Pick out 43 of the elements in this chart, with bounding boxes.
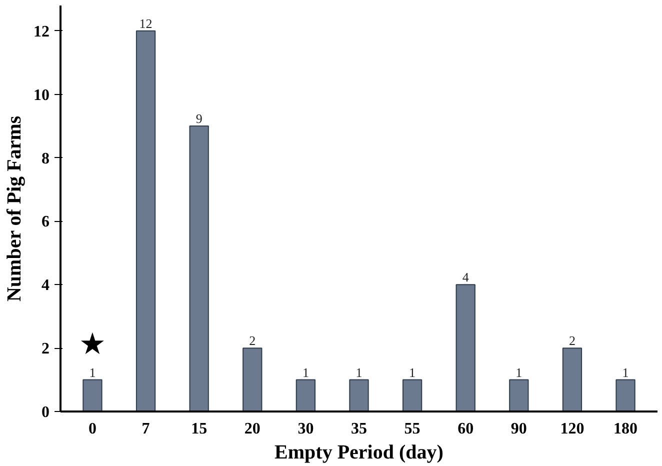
bar [189,126,209,412]
x-tick-label: 35 [351,420,367,438]
y-tick-label: 10 [34,86,50,104]
y-axis-title: Number of Pig Farms [4,116,26,302]
data-label: 12 [139,16,152,31]
data-label: 1 [409,364,416,380]
bar [242,348,262,412]
y-tick-label: 0 [42,404,50,421]
y-tick-label: 12 [34,23,50,40]
data-label: 9 [196,111,202,126]
x-tick-label: 20 [244,420,260,438]
x-tick-label: 15 [191,420,208,438]
bar [296,379,316,412]
x-tick-label: 120 [560,420,584,438]
x-tick-label: 180 [614,420,638,438]
bar [509,379,529,412]
x-tick-label: 55 [404,420,420,438]
data-label: 1 [89,364,96,380]
bar [136,30,156,412]
y-tick-label: 4 [42,277,50,294]
data-label: 2 [249,333,256,348]
x-tick-label: 60 [458,420,474,438]
x-tick-label: 7 [142,420,150,438]
annotation: ★ [79,326,106,362]
x-tick-label: 90 [510,420,527,438]
y-tick-label: 8 [42,150,50,168]
data-label: 1 [516,364,522,380]
x-tick-label: 30 [298,420,314,438]
data-label: 1 [622,364,629,380]
bar [562,348,582,412]
bar [616,379,636,412]
bar [456,284,476,412]
data-label: 1 [356,364,362,380]
data-label: 4 [462,270,470,285]
data-label: 1 [302,364,309,380]
data-label: 2 [568,333,576,348]
x-tick-label: 0 [88,420,96,438]
bar [402,379,422,412]
y-tick-label: 2 [42,340,50,358]
bar [82,379,102,412]
y-tick-label: 6 [42,214,50,231]
x-axis-title: Empty Period (day) [274,442,444,464]
bar [349,379,369,412]
